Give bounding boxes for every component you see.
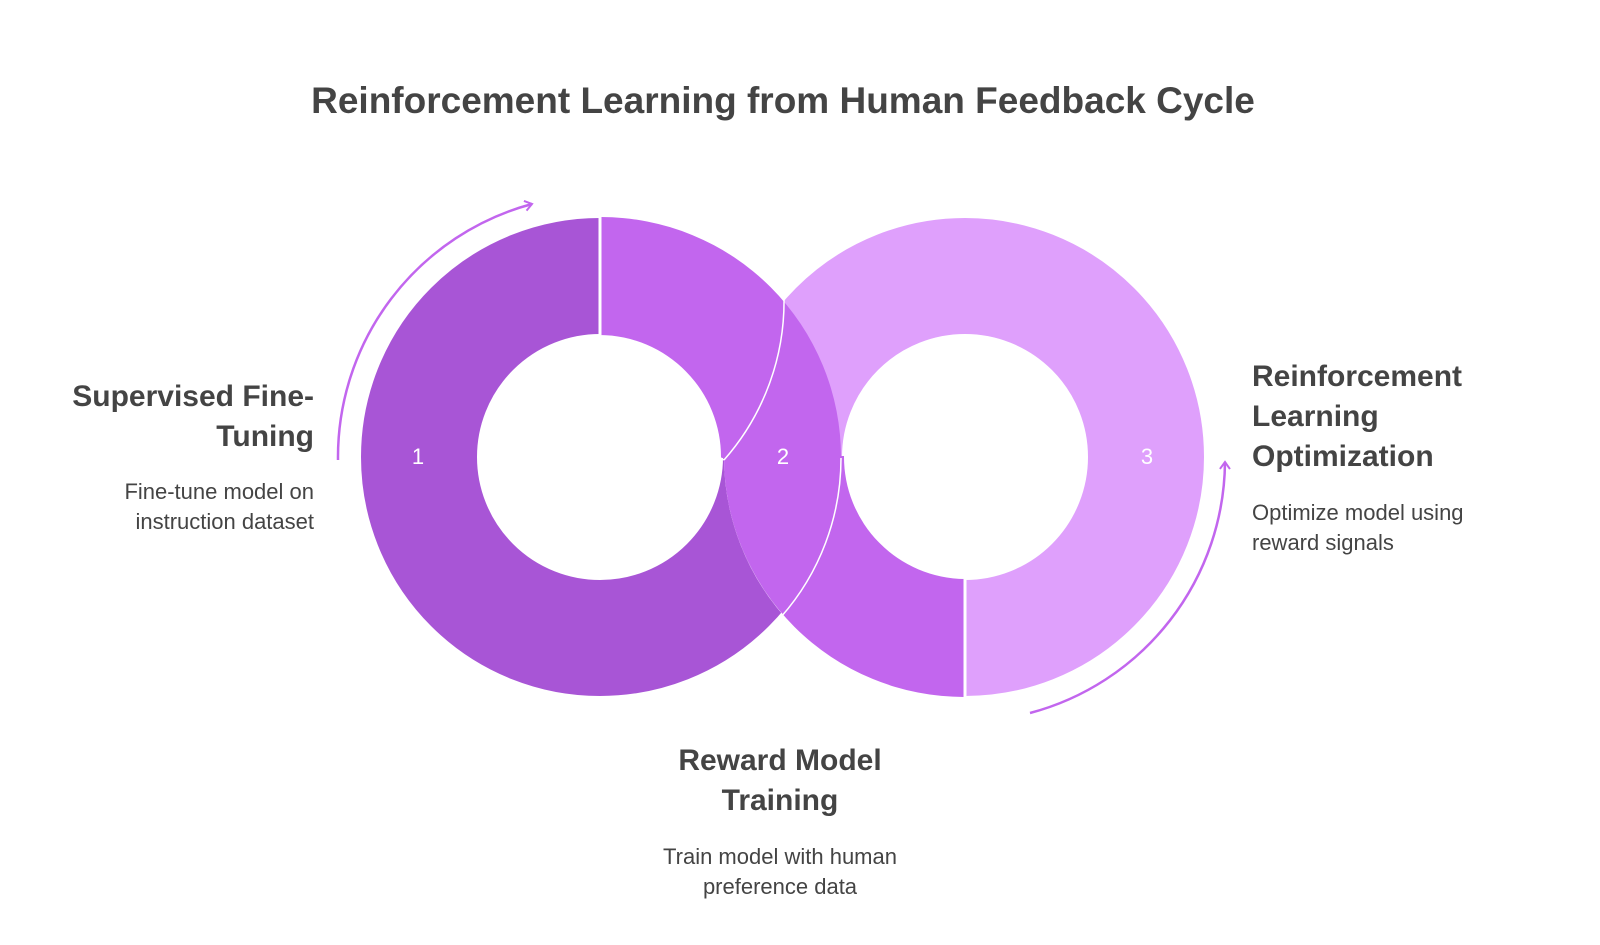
segment-2a bbox=[600, 216, 842, 458]
step-description: Fine-tune model on instruction dataset bbox=[124, 479, 314, 534]
step-number: 2 bbox=[777, 444, 789, 469]
segment-edge bbox=[720, 296, 842, 618]
step-description: Train model with human preference data bbox=[663, 844, 897, 899]
step-title: Reward Model Training bbox=[678, 744, 882, 817]
step-title: Supervised Fine-Tuning bbox=[72, 380, 314, 453]
step-number: 1 bbox=[412, 444, 424, 469]
step-number: 3 bbox=[1141, 444, 1153, 469]
cycle-arrow bbox=[1029, 460, 1231, 715]
step-title: Reinforcement Learning Optimization bbox=[1252, 360, 1463, 473]
segment-2b bbox=[723, 456, 965, 698]
page-title: Reinforcement Learning from Human Feedba… bbox=[311, 80, 1255, 121]
step-description: Optimize model using reward signals bbox=[1252, 500, 1464, 555]
cycle-arrow bbox=[336, 200, 534, 461]
